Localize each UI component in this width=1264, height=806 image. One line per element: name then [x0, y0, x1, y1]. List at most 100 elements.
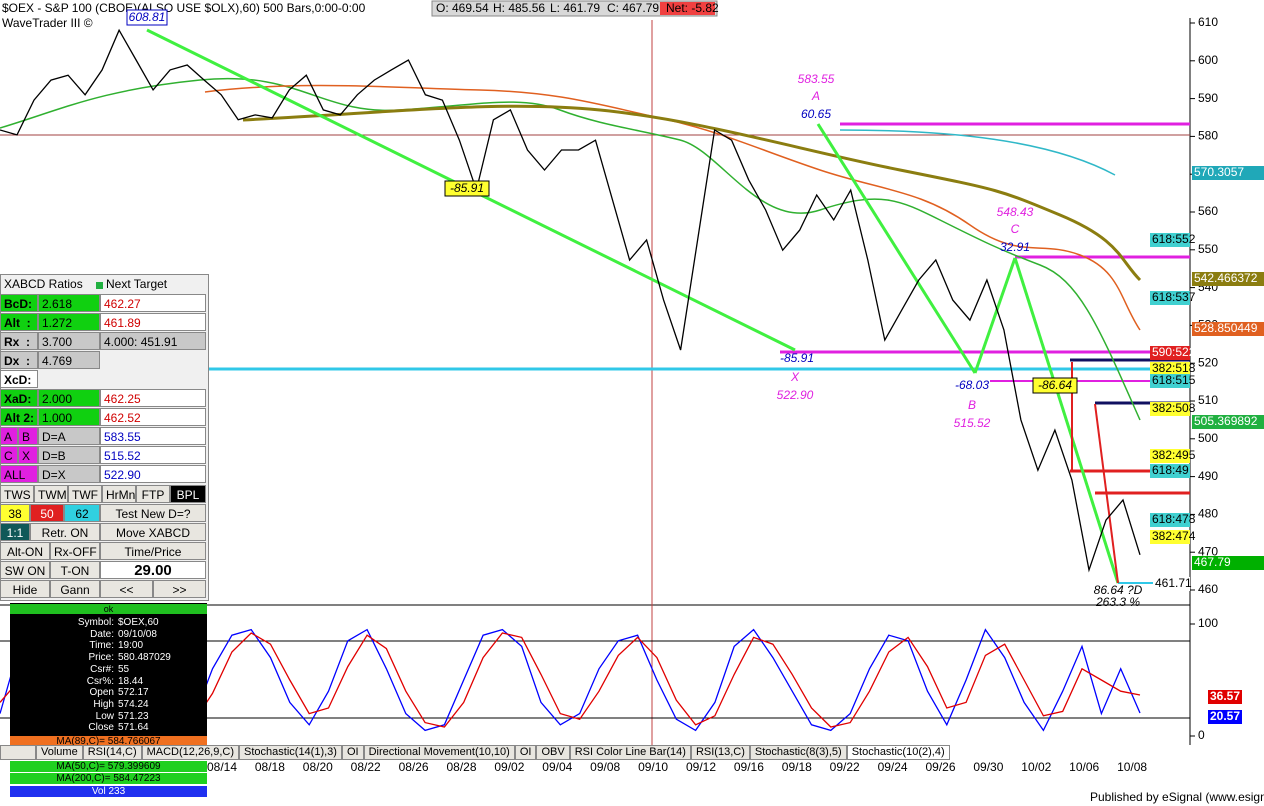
study-tab[interactable]: MACD(12,26,9,C): [141, 745, 240, 760]
panel-button[interactable]: TWS: [0, 485, 34, 503]
osc-tag-box: [1208, 690, 1242, 704]
panel-button[interactable]: TWM: [34, 485, 68, 503]
tab-scroll[interactable]: [0, 745, 36, 760]
panel-button[interactable]: Alt-ON: [0, 542, 50, 560]
annotation: 522.90: [777, 388, 814, 402]
panel-button[interactable]: Hide: [0, 580, 50, 598]
y-tick-label: 520: [1198, 355, 1218, 369]
study-tab[interactable]: RSI Color Line Bar(14): [569, 745, 691, 760]
panel-button[interactable]: Test New D=?: [100, 504, 206, 522]
panel-button[interactable]: BPL: [170, 485, 206, 503]
ohlc-value: H: 485.56: [493, 1, 545, 15]
ratio-cell: XaD:: [0, 389, 38, 407]
osc-tag: 20.57: [1210, 709, 1240, 723]
panel-button[interactable]: Move XABCD: [100, 523, 206, 541]
panel-button[interactable]: Gann: [50, 580, 100, 598]
x-tick-label: 08/20: [303, 760, 333, 774]
study-tab[interactable]: Stochastic(10(2),4): [846, 745, 950, 760]
data-label: Price:: [88, 652, 114, 664]
data-line: [0, 28, 1141, 573]
data-label: Symbol:: [77, 617, 114, 628]
annotation: X: [790, 370, 800, 384]
data-label: Csr%:: [86, 675, 114, 687]
price-tag-box: [1150, 464, 1190, 478]
price-tag-box: [1150, 513, 1190, 527]
leg-cell: D=B: [38, 446, 100, 464]
ratio-cell: 462.52: [100, 408, 206, 426]
leg-cell: 522.90: [100, 465, 206, 483]
panel-button[interactable]: Rx-OFF: [50, 542, 100, 560]
panel-button[interactable]: Retr. ON: [30, 523, 100, 541]
panel-button[interactable]: 50: [30, 504, 64, 522]
data-value: 571.64: [118, 722, 149, 734]
ratio-cell: 4.769: [38, 351, 100, 369]
x-tick-label: 08/28: [446, 760, 476, 774]
leg-cell[interactable]: C: [0, 446, 18, 464]
data-value: 18.44: [118, 675, 144, 687]
leg-cell: 515.52: [100, 446, 206, 464]
panel-button[interactable]: >>: [153, 580, 206, 598]
study-tab[interactable]: OI: [341, 745, 364, 760]
data-label: Date:: [90, 628, 114, 640]
y-tick-label: 610: [1198, 15, 1218, 29]
data-value: 572.17: [118, 687, 149, 699]
y-tick-label: 500: [1198, 431, 1218, 445]
study-tab[interactable]: Directional Movement(10,10): [363, 745, 515, 760]
y-tick-label: 490: [1198, 469, 1218, 483]
annotation: A: [811, 89, 820, 103]
annotation-box: [126, 9, 168, 26]
panel-button[interactable]: 38: [0, 504, 30, 522]
leg-cell[interactable]: A: [0, 427, 18, 445]
study-tabs: Volume RSI(14,C) MACD(12,26,9,C) Stochastic…: [0, 745, 950, 760]
annotation: C: [1011, 222, 1020, 236]
panel-button[interactable]: 1:1: [0, 523, 30, 541]
study-tab[interactable]: Volume: [36, 745, 83, 760]
annotation: 608.81: [129, 10, 166, 24]
study-tab[interactable]: Stochastic(8(3),5): [749, 745, 847, 760]
data-value: 09/10/08: [118, 628, 157, 640]
ratio-cell: Alt :: [0, 313, 38, 331]
leg-cell[interactable]: B: [18, 427, 38, 445]
panel-button[interactable]: Time/Price: [100, 542, 206, 560]
panel-button[interactable]: FTP: [136, 485, 170, 503]
x-tick-label: 09/30: [973, 760, 1003, 774]
study-tab[interactable]: OI: [514, 745, 537, 760]
panel-button[interactable]: 62: [64, 504, 100, 522]
annotation: -85.91: [780, 351, 814, 365]
price-tag: 618:537: [1152, 290, 1196, 304]
footer: Published by eSignal (www.esignal.com): [1090, 790, 1264, 804]
legend-square: [96, 282, 103, 289]
price-tag: 505.369892: [1194, 414, 1258, 428]
y-tick-label: 560: [1198, 204, 1218, 218]
x-tick-label: 09/02: [494, 760, 524, 774]
panel-button[interactable]: HrMn: [102, 485, 136, 503]
study-tab[interactable]: OBV: [536, 745, 570, 760]
panel-button[interactable]: T-ON: [50, 561, 100, 579]
panel-button[interactable]: <<: [100, 580, 153, 598]
study-tab[interactable]: Stochastic(14(1),3): [239, 745, 342, 760]
leg-cell[interactable]: X: [18, 446, 38, 464]
ratio-cell: Dx :: [0, 351, 38, 369]
leg-cell[interactable]: ALL: [0, 465, 38, 483]
panel-button[interactable]: TWF: [68, 485, 102, 503]
ratio-cell: 3.700: [38, 332, 100, 350]
ratio-cell: Rx :: [0, 332, 38, 350]
annotation: 548.43: [997, 205, 1034, 219]
data-label: High: [93, 698, 114, 710]
price-tag: 467.79: [1194, 555, 1231, 569]
ratio-cell: 1.000: [38, 408, 100, 426]
ratio-cell: BcD:: [0, 294, 38, 312]
study-tab[interactable]: RSI(13,C): [690, 745, 750, 760]
panel-button[interactable]: SW ON: [0, 561, 50, 579]
data-value: 580.487029: [118, 652, 171, 664]
leg-cell: D=X: [38, 465, 100, 483]
data-value: 574.24: [118, 698, 149, 710]
x-tick-label: 10/06: [1069, 760, 1099, 774]
moving-average: [242, 104, 1142, 282]
study-tab[interactable]: RSI(14,C): [82, 745, 142, 760]
ratio-cell: 2.000: [38, 389, 100, 407]
moving-average: [204, 84, 1141, 331]
data-label: Open: [89, 687, 114, 699]
ohlc-value: C: 467.79: [607, 1, 659, 15]
ratio-cell: XcD:: [0, 370, 38, 388]
